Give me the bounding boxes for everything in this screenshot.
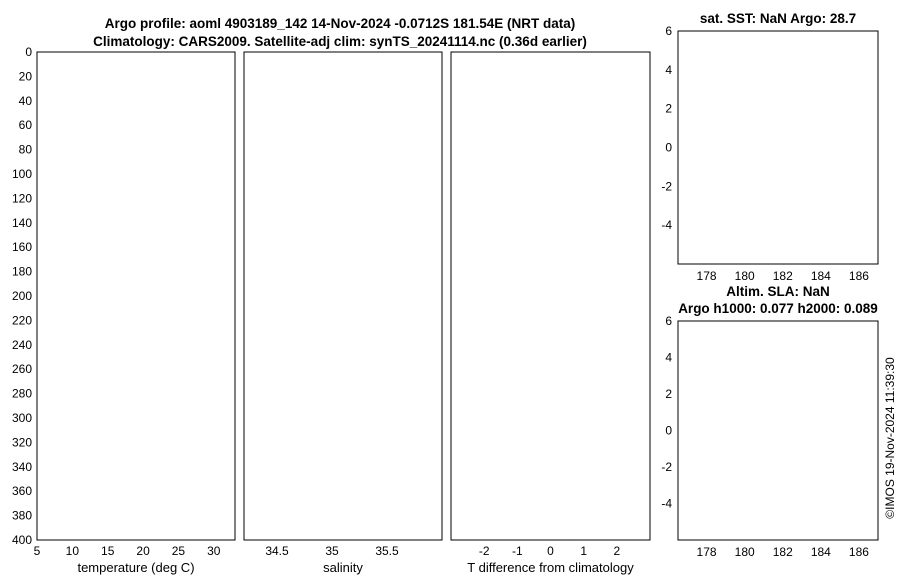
altim-sla-ytick-label: 6 [665, 314, 672, 328]
depth-tick-label: 220 [12, 313, 32, 327]
temperature-xtick-label: 10 [66, 544, 80, 558]
difference-xtick-label: -2 [479, 544, 490, 558]
sat-sst-ytick-label: -2 [661, 179, 672, 193]
depth-tick-label: 260 [12, 362, 32, 376]
salinity-xtick-label: 35.5 [375, 544, 399, 558]
depth-tick-label: 380 [12, 509, 32, 523]
depth-tick-label: 140 [12, 216, 32, 230]
sat-sst-xtick-label: 186 [849, 269, 869, 283]
altim-sla-panel: 178 180 182 184 186 -4 -2 0 2 4 6 [661, 314, 878, 559]
difference-axes-box [450, 51, 651, 541]
sat-sst-ytick-label: 2 [665, 102, 672, 116]
difference-xlabel: T difference from climatology [467, 560, 634, 575]
sla-panel-title-line2: Argo h1000: 0.077 h2000: 0.089 [678, 301, 878, 316]
difference-xtick-label: 2 [613, 544, 620, 558]
altim-sla-ytick-label: -4 [661, 497, 672, 511]
difference-xtick-label: 1 [580, 544, 587, 558]
depth-tick-label: 240 [12, 338, 32, 352]
sla-panel-title: Altim. SLA: NaN [726, 284, 830, 299]
figure-title-line1: Argo profile: aoml 4903189_142 14-Nov-20… [105, 16, 575, 31]
temperature-xtick-label: 30 [207, 544, 221, 558]
depth-tick-label: 60 [19, 118, 33, 132]
sat-sst-ytick-label: -4 [661, 218, 672, 232]
sat-sst-axes-box [677, 30, 879, 265]
sat-sst-ytick-label: 4 [665, 63, 672, 77]
sat-sst-ytick-label: 6 [665, 24, 672, 38]
depth-tick-label: 400 [12, 533, 32, 547]
altim-sla-xtick-label: 184 [811, 545, 831, 559]
difference-xtick-label: 0 [547, 544, 554, 558]
depth-tick-label: 120 [12, 191, 32, 205]
difference-xtick-label: -1 [512, 544, 523, 558]
depth-tick-label: 200 [12, 289, 32, 303]
figure-title-line2: Climatology: CARS2009. Satellite-adj cli… [93, 34, 587, 49]
temperature-xlabel: temperature (deg C) [77, 560, 194, 575]
temperature-axes-box [36, 51, 236, 541]
salinity-xlabel: salinity [323, 560, 363, 575]
altim-sla-axes-box [677, 320, 879, 541]
sat-sst-xtick-label: 184 [811, 269, 831, 283]
altim-sla-xtick-label: 182 [773, 545, 793, 559]
sat-sst-ytick-label: 0 [665, 141, 672, 155]
plot-area: 0204060801001201401601802002202402602803… [12, 24, 879, 575]
depth-tick-label: 300 [12, 411, 32, 425]
depth-tick-label: 360 [12, 484, 32, 498]
salinity-axes-box [243, 51, 443, 541]
sat-sst-xtick-label: 180 [735, 269, 755, 283]
altim-sla-ytick-label: 4 [665, 351, 672, 365]
depth-tick-label: 80 [19, 143, 33, 157]
depth-tick-label: 20 [19, 69, 33, 83]
depth-tick-label: 180 [12, 265, 32, 279]
temperature-xtick-label: 15 [101, 544, 115, 558]
altim-sla-xtick-label: 178 [697, 545, 717, 559]
temperature-xtick-label: 5 [34, 544, 41, 558]
sat-sst-xtick-label: 178 [697, 269, 717, 283]
depth-tick-label: 100 [12, 167, 32, 181]
depth-tick-label: 280 [12, 387, 32, 401]
sat-sst-xtick-label: 182 [773, 269, 793, 283]
copyright-stamp: ©IMOS 19-Nov-2024 11:39:30 [883, 357, 897, 519]
salinity-xtick-label: 34.5 [265, 544, 289, 558]
temperature-xtick-label: 25 [172, 544, 186, 558]
depth-tick-label: 340 [12, 460, 32, 474]
altim-sla-ytick-label: 2 [665, 387, 672, 401]
temperature-xtick-label: 20 [136, 544, 150, 558]
altim-sla-ytick-label: -2 [661, 460, 672, 474]
depth-tick-label: 40 [19, 94, 33, 108]
altim-sla-ytick-label: 0 [665, 424, 672, 438]
depth-tick-label: 320 [12, 435, 32, 449]
altim-sla-xtick-label: 180 [735, 545, 755, 559]
depth-tick-label: 160 [12, 240, 32, 254]
sst-panel-title: sat. SST: NaN Argo: 28.7 [700, 11, 856, 26]
altim-sla-xtick-label: 186 [849, 545, 869, 559]
salinity-xtick-label: 35 [325, 544, 339, 558]
depth-tick-label: 0 [25, 45, 32, 59]
